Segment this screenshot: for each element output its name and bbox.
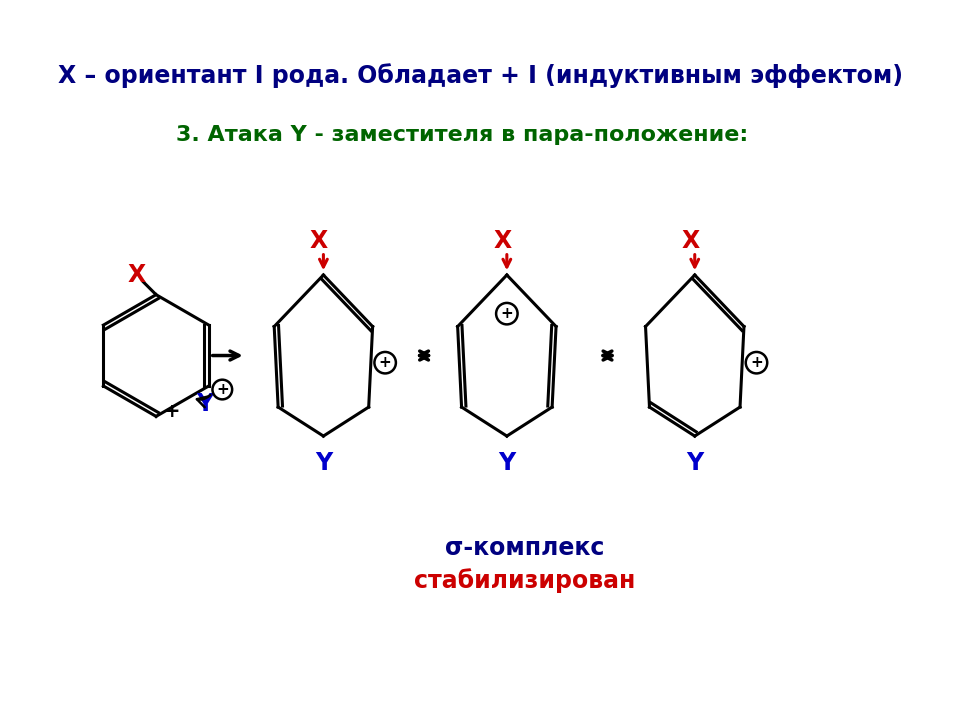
- Text: +: +: [164, 402, 180, 420]
- Text: +: +: [216, 382, 228, 397]
- Text: Y: Y: [498, 451, 516, 475]
- Text: стабилизирован: стабилизирован: [414, 567, 636, 593]
- Text: +: +: [379, 355, 392, 370]
- Text: Y: Y: [196, 392, 213, 416]
- FancyArrowPatch shape: [197, 395, 210, 408]
- Text: σ-комплекс: σ-комплекс: [445, 536, 605, 560]
- Text: +: +: [500, 306, 514, 321]
- Text: X: X: [310, 229, 328, 253]
- Text: 3. Атака Y - заместителя в пара-положение:: 3. Атака Y - заместителя в пара-положени…: [176, 125, 748, 145]
- Text: Y: Y: [686, 451, 704, 475]
- Text: X: X: [493, 229, 512, 253]
- Text: X: X: [128, 263, 146, 287]
- Text: Y: Y: [315, 451, 332, 475]
- Text: X – ориентант I рода. Обладает + I (индуктивным эффектом): X – ориентант I рода. Обладает + I (инду…: [58, 63, 902, 88]
- Text: +: +: [750, 355, 763, 370]
- Text: X: X: [682, 229, 700, 253]
